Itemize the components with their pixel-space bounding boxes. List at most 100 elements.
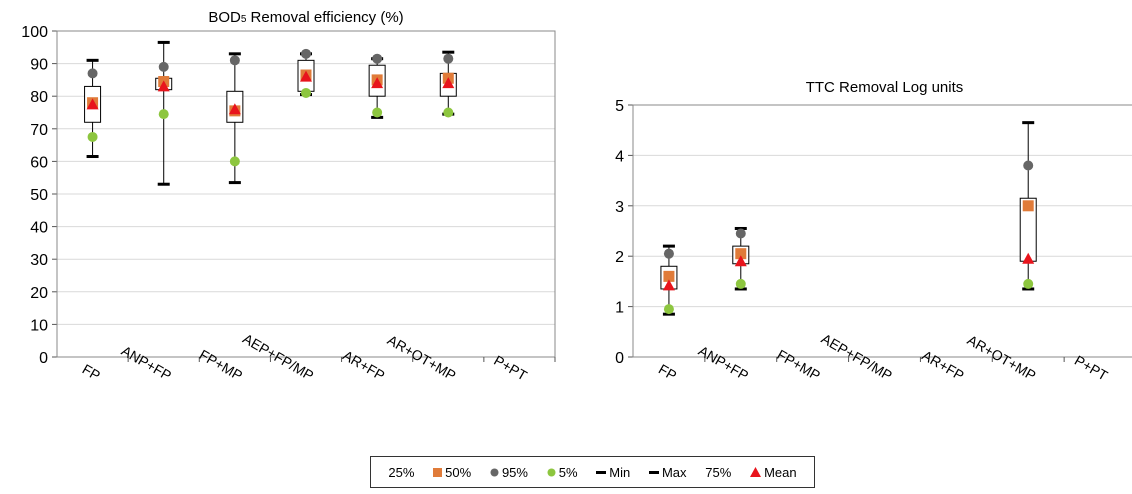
p95-marker [735, 228, 746, 239]
legend-label-p95: 95% [501, 464, 528, 480]
p95-marker [372, 53, 383, 64]
plot-area [632, 104, 1132, 358]
legend-item-p75: 75% [705, 465, 731, 480]
max-marker [228, 52, 241, 56]
y-tick-label: 3 [615, 199, 624, 216]
median-marker [735, 248, 747, 260]
legend-label-p25: 25% [388, 464, 415, 480]
y-tick-label: 100 [21, 24, 48, 41]
legend-label-p5: 5% [558, 464, 578, 480]
mean-marker [442, 77, 455, 89]
mean-marker [228, 103, 241, 115]
legend-item-p5: 5% [547, 465, 578, 480]
triangle-marker-icon [750, 467, 762, 477]
mean-marker [371, 77, 384, 89]
chart-bod5-removal: BOD5 Removal efficiency (%) 0 10 20 30 40 50 60… [21, 9, 556, 384]
min-marker [1022, 287, 1035, 291]
y-tick-label: 30 [30, 252, 48, 269]
y-tick-label: 10 [30, 317, 48, 334]
y-tick-label: 60 [30, 154, 48, 171]
legend-item-p50: 50% [433, 465, 471, 480]
x-tick-label: AR+FP [340, 347, 387, 384]
circle-marker-icon [547, 468, 556, 476]
chart-title: BOD5 Removal efficiency (%) [208, 9, 403, 26]
p95-marker [158, 61, 169, 72]
y-tick-label: 5 [615, 98, 624, 115]
max-marker [662, 244, 675, 248]
circle-marker-icon [490, 468, 499, 476]
p5-marker [229, 156, 240, 167]
median-marker [663, 270, 675, 282]
x-tick-label: FP+MP [197, 346, 246, 383]
x-tick-label: AR+OT+MP [965, 332, 1039, 384]
min-marker [157, 182, 170, 186]
legend-item-p25: 25% [388, 465, 414, 480]
y-tick-label: 40 [30, 220, 48, 237]
p95-marker [301, 48, 311, 59]
y-tick-label: 70 [30, 122, 48, 139]
y-tick-label: 20 [30, 285, 48, 302]
legend-item-p95: 95% [490, 465, 528, 480]
x-tick-label: ANP+FP [119, 342, 175, 383]
y-tick-label: 50 [30, 187, 48, 204]
min-marker [734, 287, 747, 291]
legend-label-p50: 50% [445, 464, 472, 480]
legend-item-min: Min [596, 465, 630, 480]
p5-marker [372, 107, 383, 118]
p95-marker [87, 68, 98, 79]
mean-marker [1022, 252, 1035, 264]
legend-item-mean: Mean [750, 465, 797, 480]
y-tick-label: 90 [30, 57, 48, 74]
x-tick-label: FP+MP [774, 346, 823, 383]
legend-label-mean: Mean [764, 464, 797, 480]
p5-marker [158, 109, 169, 120]
legend-label-min: Min [609, 464, 631, 480]
max-marker [442, 50, 455, 54]
max-marker [734, 226, 747, 230]
min-marker [228, 181, 241, 185]
y-tick-label: 2 [615, 249, 624, 266]
x-tick-label: FP [656, 361, 679, 384]
dash-marker-icon [596, 470, 607, 474]
x-tick-label: FP [80, 361, 103, 384]
p5-marker [1023, 278, 1034, 289]
y-tick-label: 80 [30, 89, 48, 106]
max-marker [157, 40, 170, 44]
p5-marker [301, 87, 311, 98]
x-tick-label: ANP+FP [696, 342, 752, 383]
p5-marker [443, 107, 454, 118]
p95-marker [1023, 160, 1034, 171]
chart-title: TTC Removal Log units [806, 79, 964, 96]
y-tick-label: 4 [615, 148, 624, 165]
p5-marker [87, 131, 98, 142]
y-tick-label: 1 [615, 300, 624, 317]
legend: 25% 50% 95% 5% Min Max 75% Mean [370, 456, 815, 488]
median-marker [1022, 200, 1034, 212]
p95-marker [663, 248, 674, 259]
min-marker [86, 155, 99, 159]
mean-marker [300, 70, 312, 82]
mean-marker [86, 98, 99, 110]
max-marker [86, 58, 99, 62]
legend-label-max: Max [661, 464, 687, 480]
p95-marker [229, 55, 240, 66]
plot-area [56, 30, 556, 358]
legend-label-p75: 75% [705, 464, 732, 480]
min-marker [662, 312, 675, 316]
mean-marker [662, 279, 675, 291]
dash-marker-icon [648, 470, 659, 474]
p5-marker [663, 304, 674, 315]
y-tick-label: 0 [39, 350, 48, 367]
legend-item-max: Max [648, 464, 687, 480]
x-tick-label: AR+OT+MP [385, 332, 459, 384]
y-tick-label: 0 [615, 350, 624, 367]
p5-marker [735, 278, 746, 289]
chart-ttc-removal: TTC Removal Log units 0 1 2 3 4 5 FP ANP+FP FP+MP… [615, 79, 1132, 384]
p95-marker [443, 53, 454, 64]
mean-marker [157, 80, 170, 92]
square-marker-icon [433, 467, 443, 477]
mean-marker [734, 255, 747, 267]
max-marker [1022, 121, 1035, 125]
x-tick-label: AR+FP [919, 347, 966, 384]
